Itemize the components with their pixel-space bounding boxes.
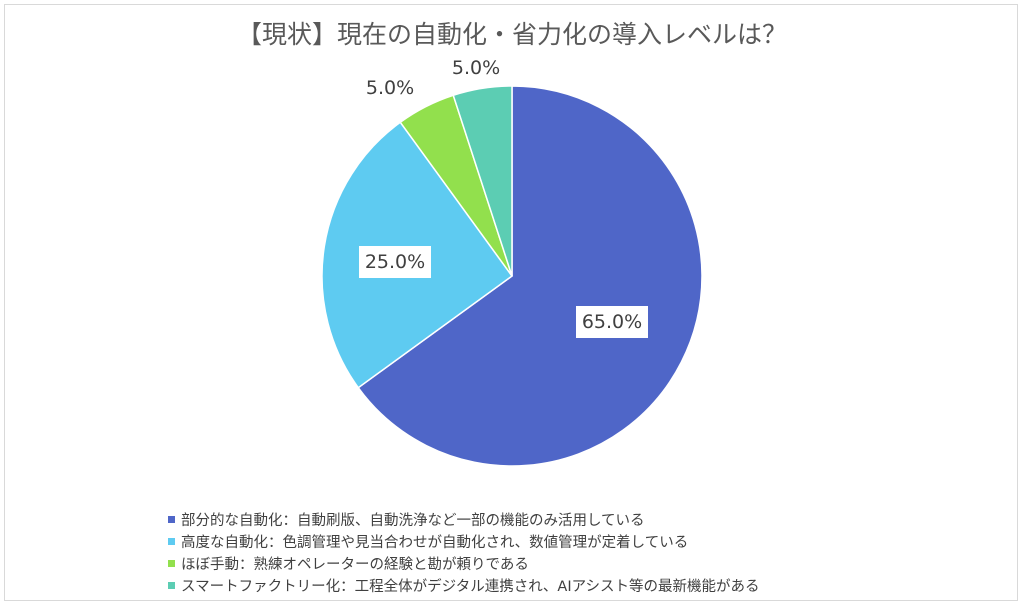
pie-slice (452, 85, 513, 277)
pie-slice (357, 85, 703, 467)
data-label: 5.0% (452, 57, 500, 79)
legend-label: 部分的な自動化：自動刷版、自動洗浄など一部の機能のみ活用している (181, 512, 645, 529)
data-label: 5.0% (366, 77, 414, 99)
legend-label: ほぼ手動：熟練オペレーターの経験と勘が頼りである (181, 556, 529, 573)
legend-label: 高度な自動化：色調管理や見当合わせが自動化され、数値管理が定着している (181, 534, 689, 551)
data-label-box (359, 246, 431, 278)
data-label-text: 65.0% (582, 311, 642, 333)
data-label-text: 5.0% (366, 77, 414, 99)
legend-swatch (168, 581, 175, 589)
legend-item: ほぼ手動：熟練オペレーターの経験と勘が頼りである (168, 552, 760, 574)
data-label-box (576, 306, 648, 338)
legend-swatch (168, 559, 175, 567)
legend: 部分的な自動化：自動刷版、自動洗浄など一部の機能のみ活用している 高度な自動化：… (168, 508, 760, 596)
data-label: 65.0% (576, 306, 648, 338)
data-label: 25.0% (359, 246, 431, 278)
data-label-text: 25.0% (365, 251, 425, 273)
data-label-text: 5.0% (452, 57, 500, 79)
legend-item: 部分的な自動化：自動刷版、自動洗浄など一部の機能のみ活用している (168, 508, 760, 530)
chart-title: 【現状】現在の自動化・省力化の導入レベルは？ (236, 20, 787, 49)
legend-swatch (168, 537, 175, 545)
legend-item: スマートファクトリー化：工程全体がデジタル連携され、AIアシスト等の最新機能があ… (168, 574, 760, 596)
legend-swatch (168, 515, 175, 523)
legend-label: スマートファクトリー化：工程全体がデジタル連携され、AIアシスト等の最新機能があ… (181, 578, 760, 595)
legend-item: 高度な自動化：色調管理や見当合わせが自動化され、数値管理が定着している (168, 530, 760, 552)
